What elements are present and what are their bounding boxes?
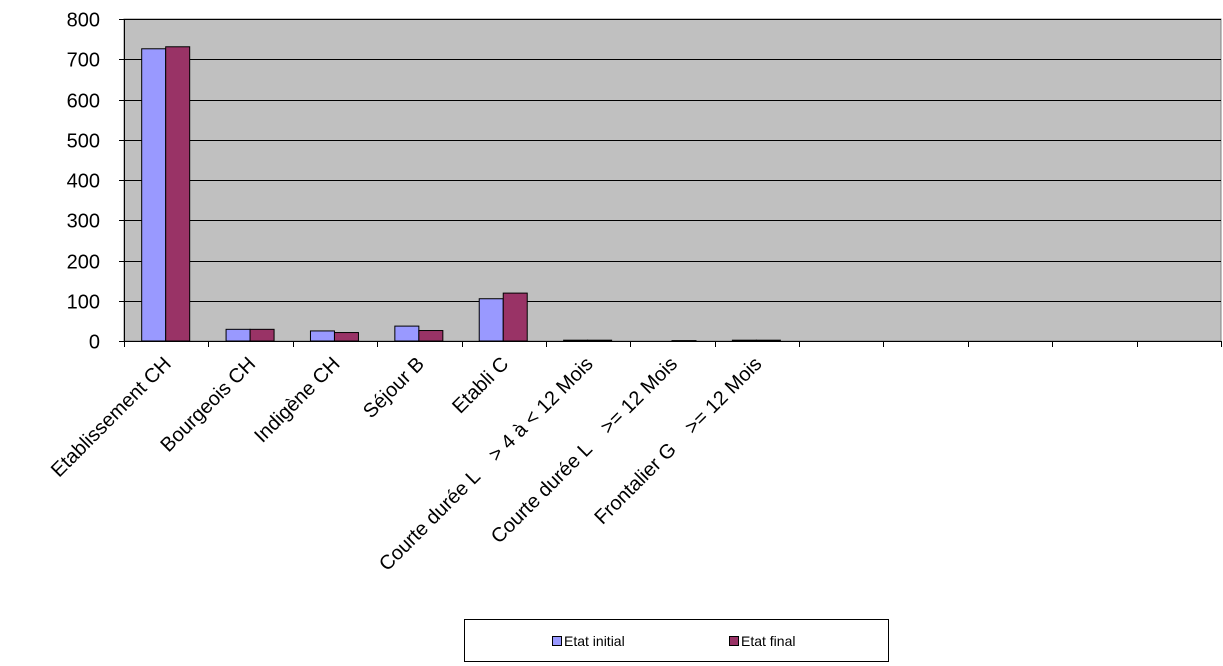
x-tick-label-etabli-c: Etabli C bbox=[448, 353, 513, 418]
x-tick-label-etablissement-ch: Etablissement CH bbox=[47, 353, 176, 482]
bar-etat-final-frontalier-g-12-mois-7 bbox=[755, 339, 781, 342]
x-tick-label-sejour-b: Séjour B bbox=[359, 353, 429, 423]
legend-swatch-etat-final bbox=[729, 636, 739, 646]
legend-swatch-etat-initial bbox=[552, 636, 562, 646]
legend-entry-etat-final: Etat final bbox=[729, 633, 795, 649]
y-tick-labels: 0 100 200 300 400 500 600 700 800 bbox=[67, 10, 124, 354]
gridlines bbox=[124, 19, 1221, 302]
bar-etat-initial-sejour-b-3 bbox=[394, 325, 420, 342]
y-tick-label: 200 bbox=[67, 252, 100, 274]
y-tick-label: 800 bbox=[67, 10, 100, 32]
bar-etat-initial-etablissement-ch-0 bbox=[141, 48, 167, 342]
x-tick-label-indigene-ch: Indigène CH bbox=[250, 353, 344, 447]
y-tick-label: 300 bbox=[67, 211, 100, 233]
bar-etat-final-etablissement-ch-0 bbox=[165, 46, 191, 342]
bar-etat-final-etabli-c-4 bbox=[502, 292, 528, 342]
bar-etat-initial-bourgeois-ch-1 bbox=[225, 328, 251, 342]
y-tick-label: 100 bbox=[67, 292, 100, 314]
legend-label-etat-final: Etat final bbox=[741, 633, 796, 649]
legend-entry-etat-initial: Etat initial bbox=[552, 633, 625, 649]
bar-etat-final-sejour-b-3 bbox=[418, 330, 444, 342]
legend-label-etat-initial: Etat initial bbox=[564, 633, 625, 649]
bar-etat-final-bourgeois-ch-1 bbox=[249, 328, 275, 342]
legend: Etat initial Etat final bbox=[464, 619, 889, 662]
bar-etat-final-indigene-ch-2 bbox=[333, 332, 359, 342]
y-tick-label: 500 bbox=[67, 131, 100, 153]
bar-etat-initial-indigene-ch-2 bbox=[309, 330, 335, 342]
x-tick-label-frontalier-g-12-mois: Frontalier G >= 12 Mois bbox=[591, 353, 767, 529]
y-tick-label: 600 bbox=[67, 91, 100, 113]
y-tick-label: 700 bbox=[67, 50, 100, 72]
y-tick-label: 0 bbox=[89, 332, 100, 354]
bar-etat-initial-frontalier-g-12-mois-7 bbox=[731, 339, 757, 342]
y-tick-label: 400 bbox=[67, 171, 100, 193]
axes bbox=[124, 19, 1222, 347]
bar-etat-initial-courte-duree-l-4-a-12-mois-5 bbox=[563, 339, 589, 342]
bar-etat-final-courte-duree-l-4-a-12-mois-5 bbox=[587, 339, 613, 342]
bar-etat-initial-etabli-c-4 bbox=[478, 298, 504, 342]
